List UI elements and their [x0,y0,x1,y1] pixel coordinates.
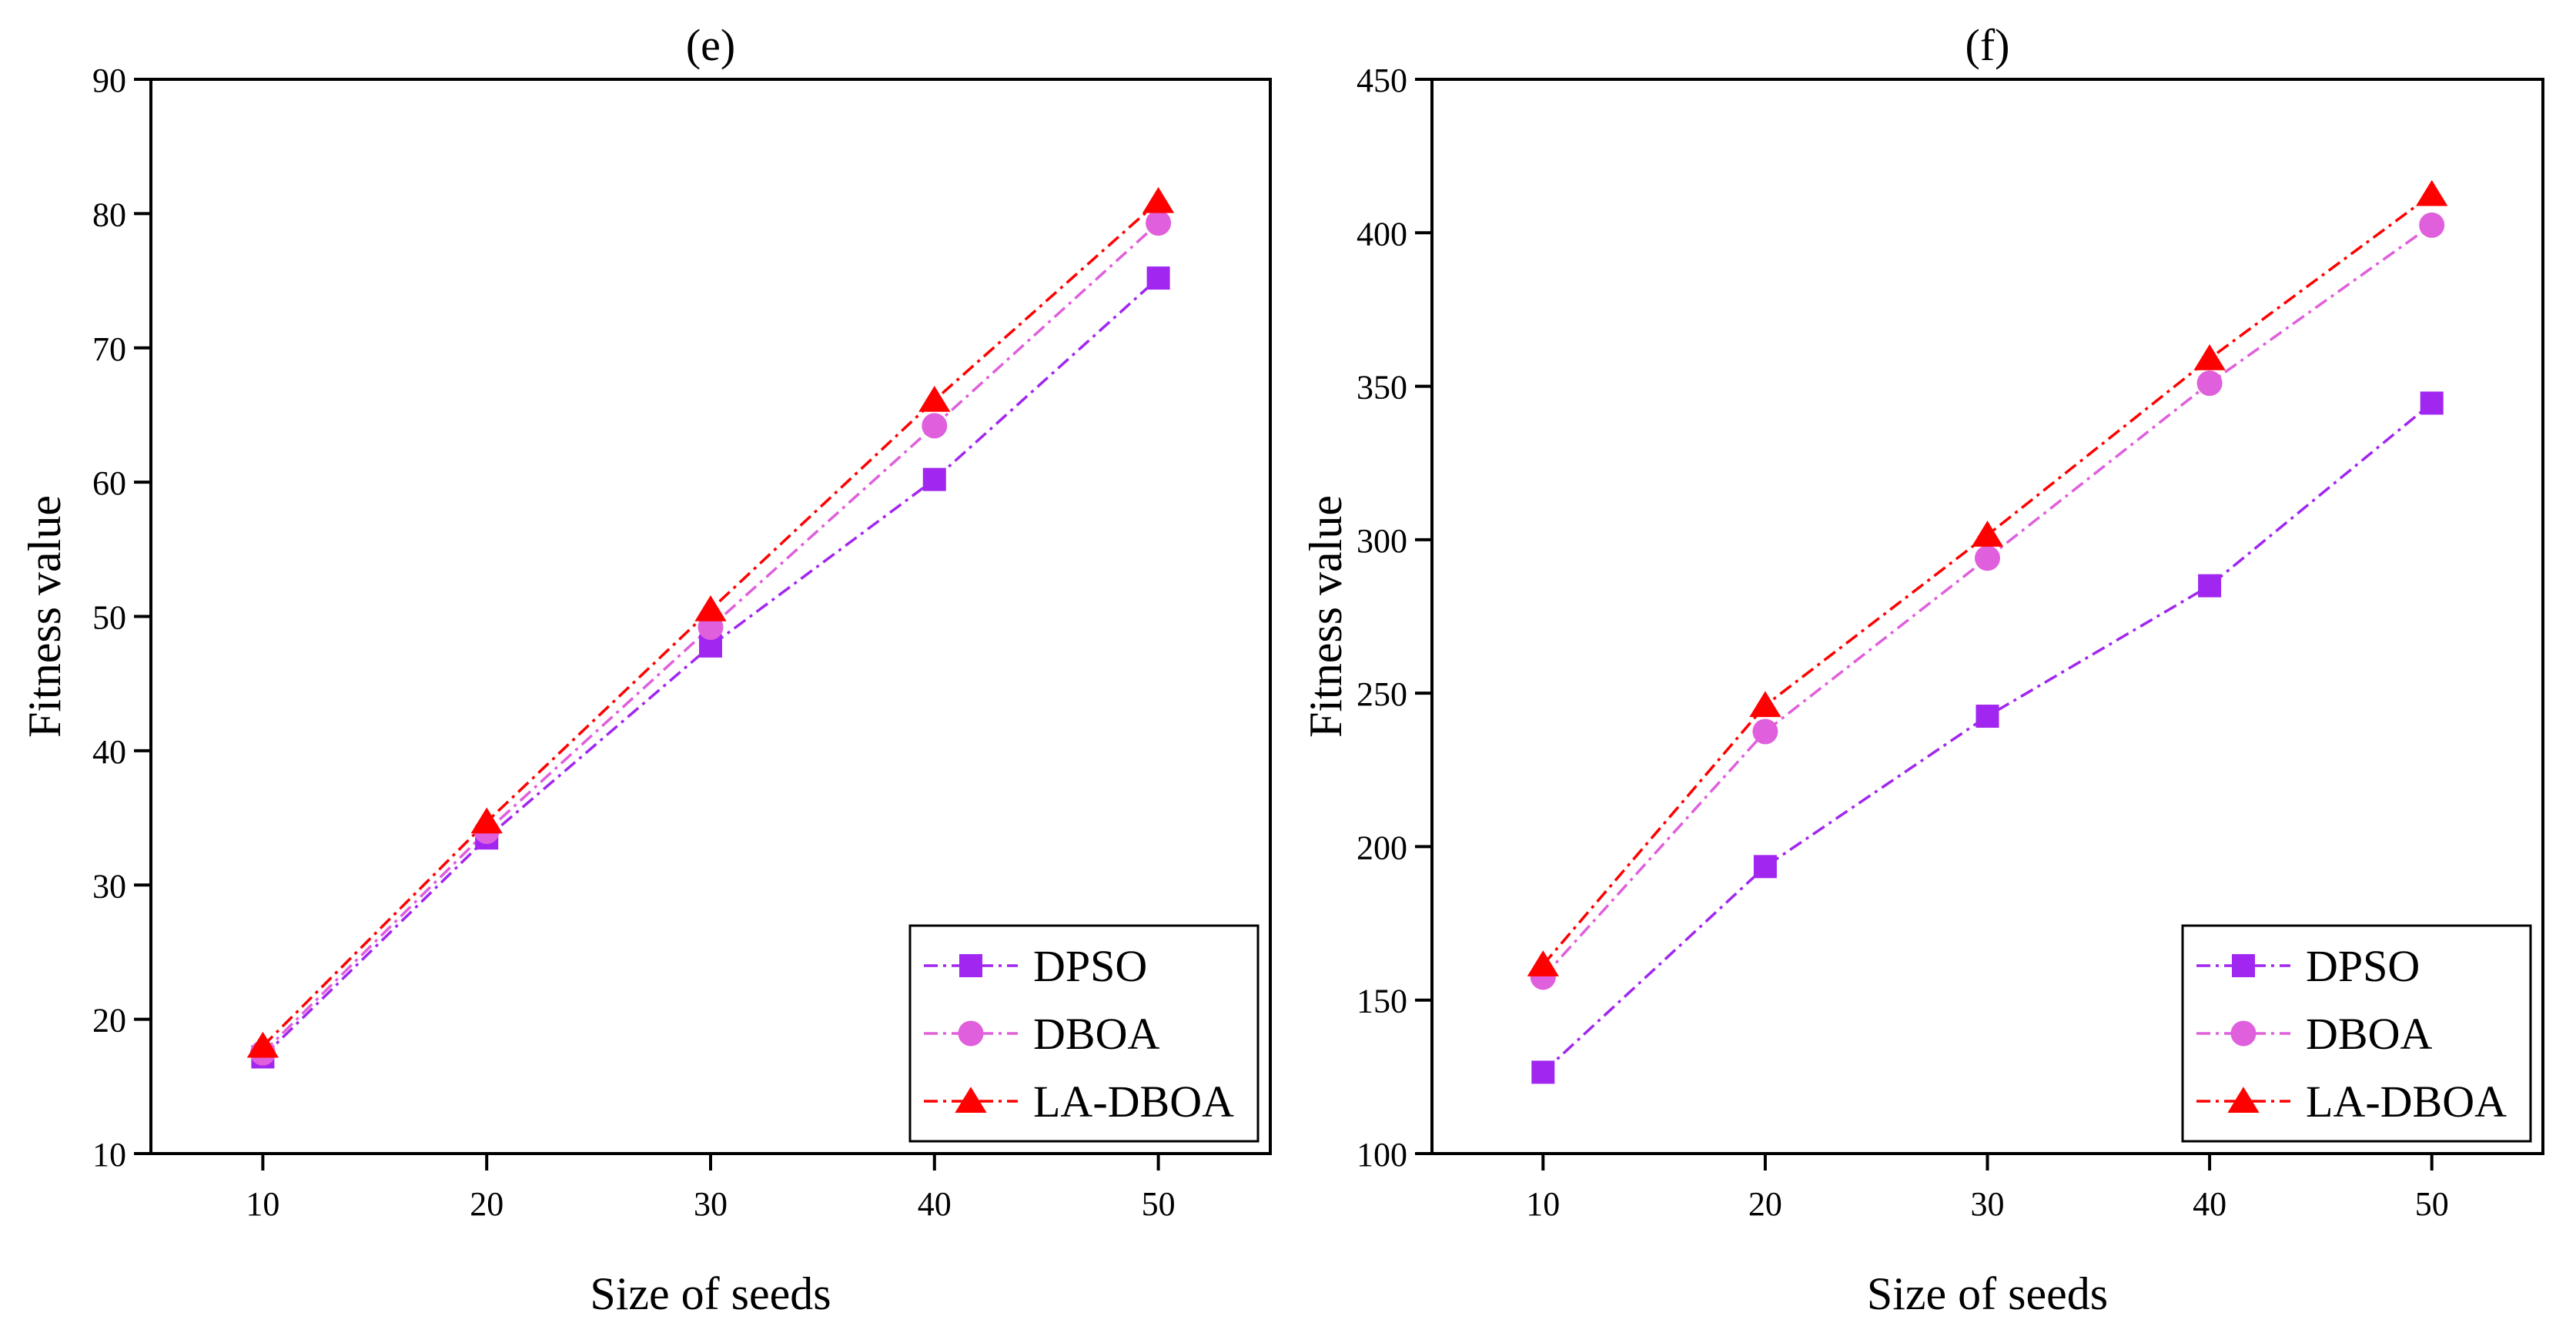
legend-label-dpso: DPSO [1033,941,1147,991]
y-tick-label: 150 [1357,983,1407,1020]
data-point-triangle [918,386,951,412]
x-tick-label: 20 [470,1185,503,1223]
y-tick-label: 250 [1357,675,1407,713]
chart-panel-e: (e) Size of seeds Fitness value 10 20 30… [19,20,1272,1319]
data-point-square [1975,705,1999,728]
data-point-triangle [2416,179,2448,206]
x-tick-label: 10 [246,1185,279,1223]
x-tick-label: 20 [1748,1185,1782,1223]
x-axis-ticks: 10 20 30 40 50 [1526,1185,2448,1223]
x-tick-label: 50 [2415,1185,2449,1223]
data-point-square [922,467,946,491]
x-tick-label: 40 [2193,1185,2226,1223]
data-point-square [959,954,982,977]
legend: DPSO DBOA LA-DBOA [2181,924,2532,1143]
x-tick-label: 50 [1142,1185,1176,1223]
y-tick-label: 90 [92,62,126,99]
data-point-triangle [246,1031,279,1058]
series-line-dpso [1542,402,2433,1073]
y-tick-label: 80 [92,196,126,233]
legend-label-la-dboa: LA-DBOA [2306,1077,2507,1127]
data-point-square [1531,1060,1555,1084]
x-tick-label: 30 [1971,1185,2005,1223]
data-point-square [2232,954,2255,977]
data-point-square [2198,574,2222,598]
data-point-triangle [1971,521,2004,547]
data-point-triangle [955,1087,987,1113]
y-axis-ticks: 100 150 200 250 300 350 400 450 [1357,62,1407,1174]
chart-title: (e) [686,20,735,70]
chart-panel-f: (f) Size of seeds Fitness value 10 20 30… [1300,20,2544,1319]
data-point-triangle [2193,343,2226,370]
series-line-dboa [1542,223,2433,978]
data-point-triangle [1142,186,1175,213]
data-point-square [2420,391,2444,415]
legend-label-la-dboa: LA-DBOA [1033,1077,1234,1127]
x-tick-label: 30 [694,1185,728,1223]
legend: DPSO DBOA LA-DBOA [908,924,1260,1143]
data-point-circle [958,1020,984,1047]
y-tick-label: 100 [1357,1136,1407,1174]
data-point-circle [1752,718,1778,745]
x-axis-label: Size of seeds [590,1268,831,1319]
data-point-triangle [694,595,727,621]
y-tick-label: 60 [92,464,126,502]
y-tick-label: 50 [92,599,126,637]
data-point-circle [922,413,948,439]
y-tick-label: 20 [92,1002,126,1040]
legend-label-dboa: DBOA [1033,1009,1159,1059]
data-point-circle [2230,1020,2257,1047]
data-point-triangle [1527,950,1559,976]
y-tick-label: 70 [92,330,126,368]
legend-label-dpso: DPSO [2306,941,2420,991]
data-point-triangle [1749,691,1781,718]
data-point-triangle [470,807,503,834]
legend-label-dboa: DBOA [2306,1009,2432,1059]
y-tick-label: 450 [1357,62,1407,99]
y-tick-label: 30 [92,867,126,905]
y-tick-label: 200 [1357,829,1407,866]
y-axis-label: Fitness value [19,495,70,738]
y-tick-label: 10 [92,1136,126,1174]
data-point-square [1146,266,1170,290]
x-tick-label: 10 [1526,1185,1560,1223]
data-point-square [1753,855,1777,879]
data-point-circle [2196,370,2223,397]
y-tick-label: 300 [1357,522,1407,560]
y-tick-label: 350 [1357,369,1407,407]
y-tick-label: 400 [1357,215,1407,253]
series-line-la-dboa [262,200,1159,1047]
y-axis-label: Fitness value [1300,495,1351,738]
x-axis-ticks: 10 20 30 40 50 [246,1185,1175,1223]
data-point-circle [1146,210,1172,236]
data-point-circle [2419,212,2445,238]
y-tick-label: 40 [92,733,126,771]
y-axis-ticks: 10 20 30 40 50 60 70 80 90 [92,62,126,1174]
chart-title: (f) [1965,20,2010,70]
x-tick-label: 40 [918,1185,952,1223]
data-point-triangle [2227,1087,2260,1113]
series-line-la-dboa [1541,193,2433,966]
data-point-circle [1975,545,2000,571]
x-axis-label: Size of seeds [1867,1268,2108,1319]
